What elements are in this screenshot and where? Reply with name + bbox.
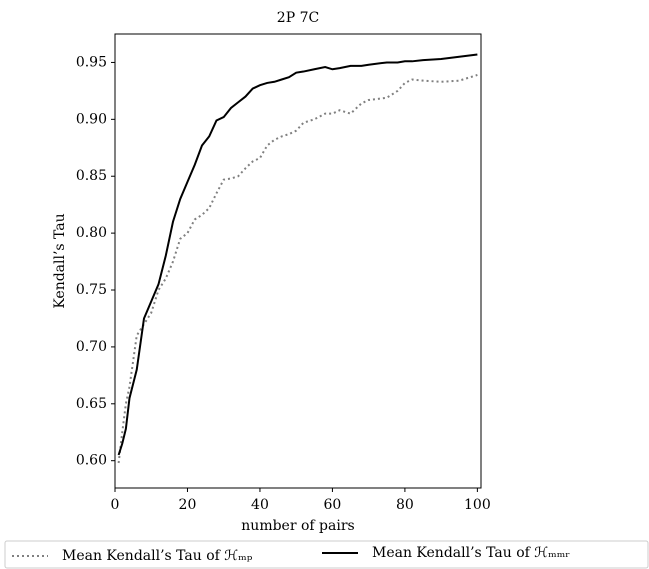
series-line: [117, 74, 478, 464]
x-tick-label: 40: [251, 497, 269, 513]
y-tick-label: 0.90: [76, 111, 107, 127]
series-line: [117, 53, 478, 456]
y-tick-label: 0.85: [76, 168, 107, 184]
x-tick-label: 0: [111, 497, 120, 513]
y-tick-label: 0.80: [76, 225, 107, 241]
x-axis-label: number of pairs: [241, 518, 354, 534]
x-tick-label: 80: [396, 497, 414, 513]
y-tick-label: 0.70: [76, 339, 107, 355]
y-axis-label: Kendall’s Tau: [52, 213, 68, 308]
legend-label: Mean Kendall’s Tau of ℋₘₘᵣ: [372, 545, 570, 561]
y-tick-label: 0.95: [76, 54, 107, 70]
y-tick-label: 0.60: [76, 453, 107, 469]
y-tick-label: 0.75: [76, 282, 107, 298]
chart-title: 2P 7C: [277, 10, 319, 26]
y-tick-label: 0.65: [76, 396, 107, 412]
legend-box: [4, 540, 649, 569]
x-tick-label: 60: [324, 497, 342, 513]
x-tick-label: 100: [464, 497, 491, 513]
legend-label: Mean Kendall’s Tau of ℋₘₚ: [62, 548, 253, 564]
x-tick-label: 20: [179, 497, 197, 513]
plot-frame: [114, 33, 482, 489]
